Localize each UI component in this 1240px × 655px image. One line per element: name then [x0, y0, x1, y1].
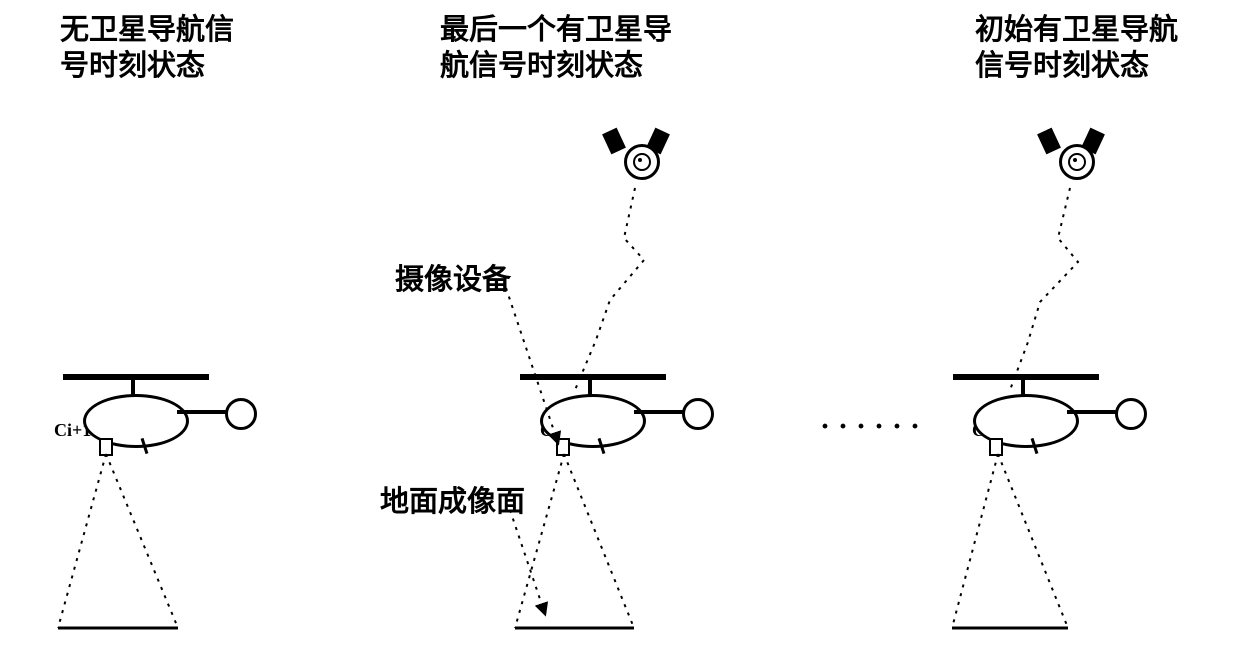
satellite-core-icon	[624, 144, 660, 180]
title-right: 初始有卫星导航 信号时刻状态	[975, 12, 1178, 85]
rotor-icon	[63, 374, 209, 380]
camera-cone-right	[952, 454, 1068, 628]
satellite-panel-icon	[602, 128, 626, 155]
helicopter-right	[955, 350, 1155, 470]
camera-cone-middle	[515, 454, 634, 628]
tail-icon	[225, 398, 257, 430]
satellite-right	[1035, 128, 1105, 188]
satellite-middle	[600, 128, 670, 188]
camera-cone-left	[58, 454, 178, 628]
title-left: 无卫星导航信 号时刻状态	[60, 12, 234, 85]
helicopter-middle	[522, 350, 722, 470]
rotor-icon	[520, 374, 666, 380]
tail-icon	[682, 398, 714, 430]
camera-icon	[99, 438, 113, 456]
camera-icon	[556, 438, 570, 456]
rotor-icon	[953, 374, 1099, 380]
diagram-stage: 无卫星导航信 号时刻状态 最后一个有卫星导 航信号时刻状态 初始有卫星导航 信号…	[0, 0, 1240, 655]
helicopter-left	[65, 350, 265, 470]
line-overlay	[0, 0, 1240, 655]
tail-icon	[1115, 398, 1147, 430]
satellite-core-icon	[1059, 144, 1095, 180]
camera-icon	[989, 438, 1003, 456]
ellipsis-dots: ······	[820, 410, 928, 444]
label-camera-device: 摄像设备	[395, 256, 511, 298]
label-ground-imaging: 地面成像面	[380, 478, 525, 520]
title-middle: 最后一个有卫星导 航信号时刻状态	[440, 12, 672, 85]
arrow-ground-plane	[510, 510, 545, 614]
satellite-panel-icon	[1037, 128, 1061, 155]
